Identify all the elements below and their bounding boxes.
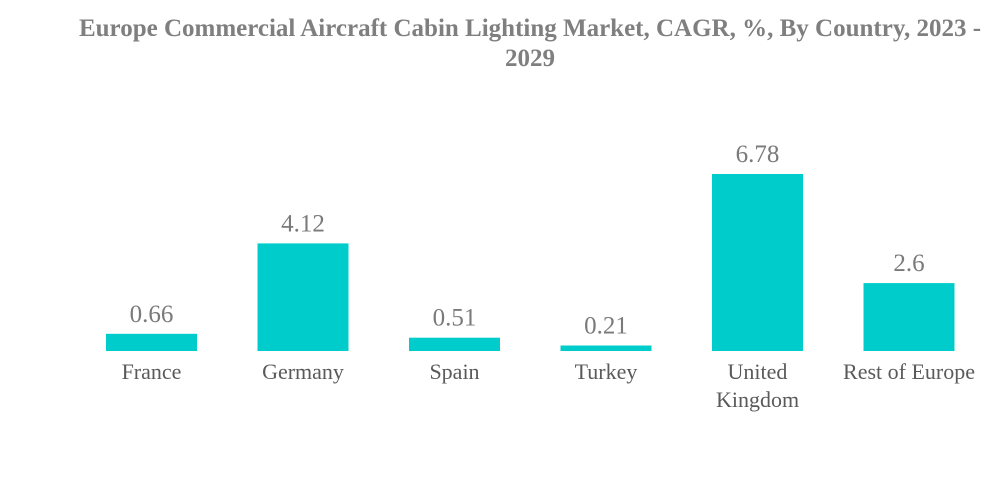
x-tick-label-line: Spain [429, 359, 479, 384]
x-tick-label-line: France [122, 359, 182, 384]
x-tick-label-line: United [728, 359, 788, 384]
value-label-5: 2.6 [893, 250, 924, 277]
x-tick-label-5: Rest of Europe [843, 359, 975, 384]
value-label-1: 4.12 [281, 210, 325, 237]
value-label-0: 0.66 [130, 301, 174, 328]
value-label-3: 0.21 [584, 313, 628, 340]
bar-2 [409, 337, 500, 351]
bar-1 [257, 243, 349, 351]
bar-4 [712, 174, 803, 351]
x-tick-label-3: Turkey [575, 359, 638, 384]
value-label-2: 0.51 [433, 305, 477, 332]
bar-0 [106, 333, 197, 351]
bar-5 [863, 283, 955, 351]
x-tick-label-line: Rest of Europe [843, 359, 975, 384]
x-tick-label-4: United Kingdom [716, 359, 799, 412]
x-tick-label-line: Germany [262, 359, 344, 384]
x-tick-label-line: Turkey [575, 359, 638, 384]
chart-title: Europe Commercial Aircraft Cabin Lightin… [78, 15, 982, 72]
value-label-4: 6.78 [736, 141, 780, 168]
x-tick-label-line: Kingdom [716, 387, 799, 412]
x-tick-label-2: Spain [429, 359, 479, 384]
x-tick-label-1: Germany [262, 359, 344, 384]
bar-3 [560, 345, 652, 351]
x-tick-label-0: France [122, 359, 182, 384]
